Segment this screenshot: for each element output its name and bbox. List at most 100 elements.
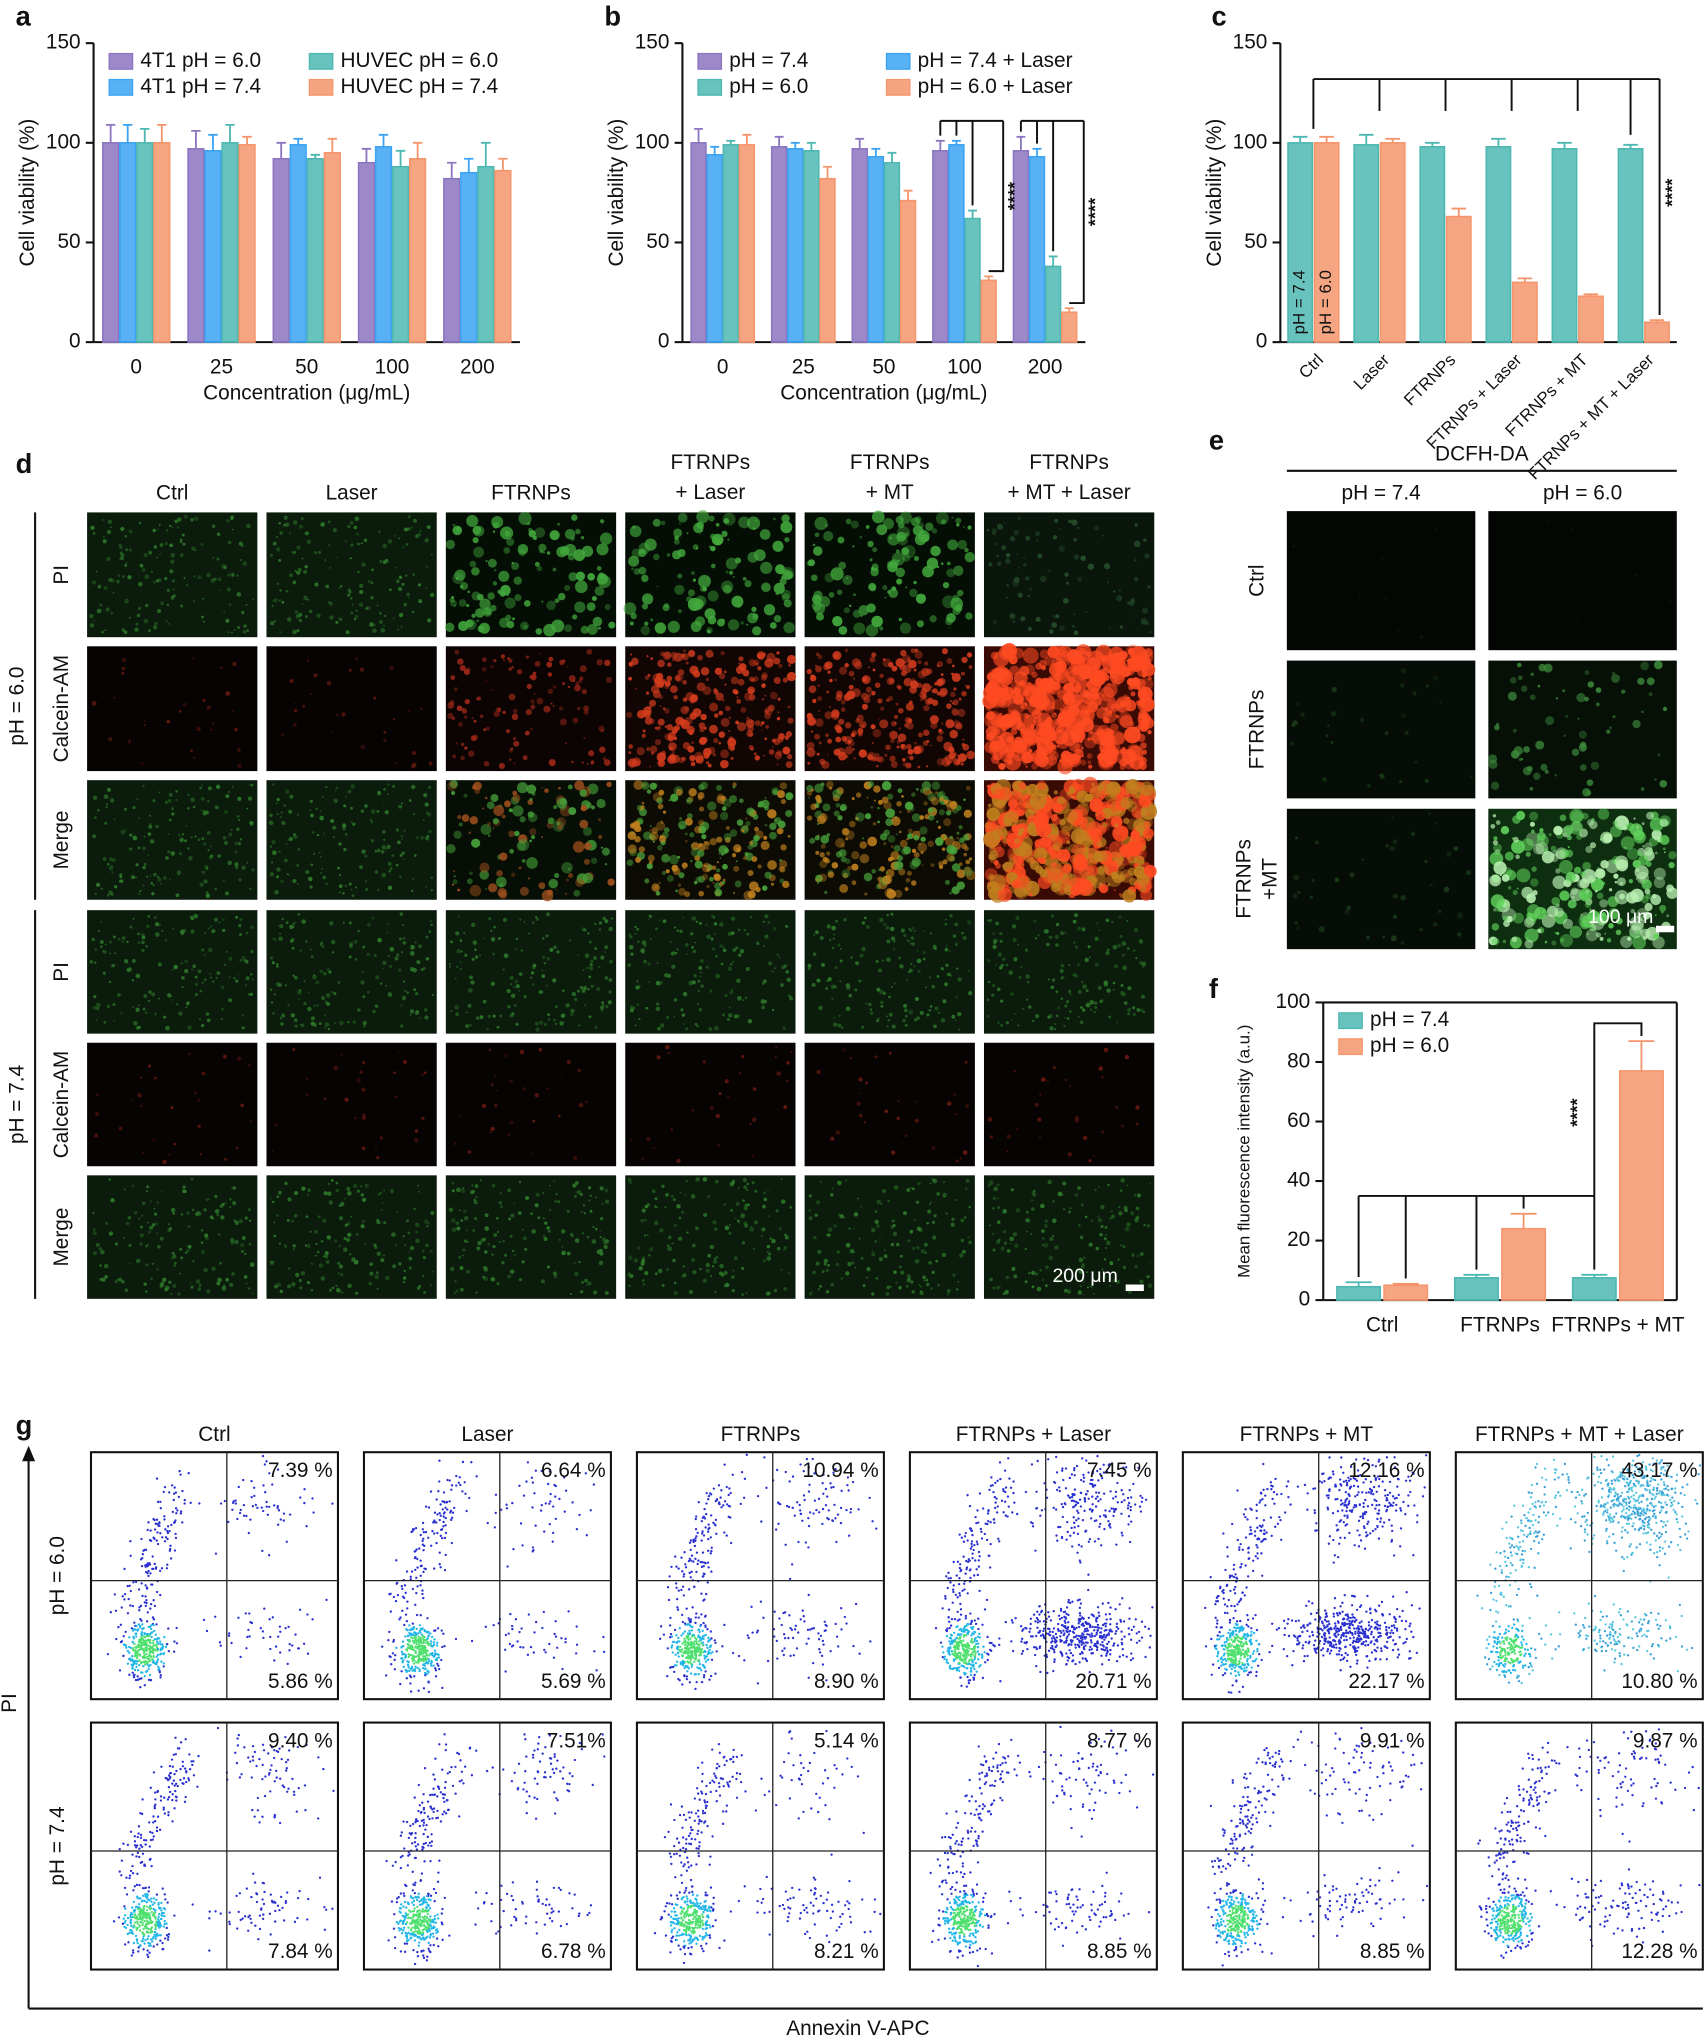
significance-bracket xyxy=(1593,1022,1643,1196)
cell-signal xyxy=(952,934,957,938)
cell-signal xyxy=(374,849,378,853)
arrow-head xyxy=(22,1445,36,1462)
cell-signal xyxy=(350,611,354,615)
cell-signal xyxy=(879,1000,884,1005)
cell-signal xyxy=(344,540,347,543)
cell-signal xyxy=(113,818,116,821)
cell-signal xyxy=(499,852,508,861)
micrograph-background xyxy=(87,780,258,900)
cell-signal xyxy=(867,836,878,847)
cell-signal xyxy=(672,951,675,954)
cell-signal xyxy=(562,659,566,663)
cell-signal xyxy=(882,658,892,668)
cell-signal xyxy=(128,739,131,742)
cell-signal xyxy=(324,559,327,562)
cell-signal xyxy=(228,976,231,979)
significance-bracket xyxy=(1069,120,1085,305)
cell-signal xyxy=(710,533,716,540)
error-bar xyxy=(1581,1273,1608,1278)
cell-signal xyxy=(131,959,136,963)
cell-signal xyxy=(831,997,834,1000)
cell-signal xyxy=(1037,934,1040,937)
cell-signal xyxy=(342,921,345,924)
cell-signal xyxy=(121,666,126,671)
micrograph-background xyxy=(445,910,617,1034)
cell-signal xyxy=(528,932,531,935)
cell-signal xyxy=(678,522,681,525)
cell-signal xyxy=(319,969,323,973)
cell-signal xyxy=(1049,856,1053,861)
cell-signal xyxy=(879,719,889,729)
cell-signal xyxy=(738,656,744,662)
cell-signal xyxy=(634,836,641,843)
cell-signal xyxy=(544,788,549,793)
legend-swatch xyxy=(697,78,723,96)
cell-signal xyxy=(702,686,712,695)
cell-signal xyxy=(101,630,104,634)
x-tick-label: FTRNPs + MT + Laser xyxy=(1524,350,1658,484)
cell-signal xyxy=(379,1136,383,1140)
cell-signal xyxy=(450,675,456,681)
cell-signal xyxy=(626,859,634,866)
cell-signal xyxy=(292,520,298,525)
cell-signal xyxy=(787,834,791,838)
cell-signal xyxy=(526,521,531,526)
cell-signal xyxy=(1052,1065,1056,1070)
cell-signal xyxy=(353,525,358,530)
cell-signal xyxy=(138,606,142,610)
cell-signal xyxy=(229,603,232,606)
cell-signal xyxy=(772,746,774,748)
cell-signal xyxy=(932,688,938,694)
micrograph xyxy=(87,646,258,772)
cell-signal xyxy=(429,920,432,923)
cell-signal xyxy=(279,932,282,935)
cell-signal xyxy=(635,985,640,990)
cell-signal xyxy=(448,963,451,965)
cell-signal xyxy=(893,860,904,871)
cell-signal xyxy=(664,973,669,978)
cell-signal xyxy=(344,1097,349,1102)
cell-signal xyxy=(473,546,485,558)
cell-signal xyxy=(733,844,742,853)
cell-signal xyxy=(897,535,908,546)
cell-signal xyxy=(199,786,202,790)
cell-signal xyxy=(376,604,379,607)
cell-signal xyxy=(1059,837,1066,844)
error-bar xyxy=(395,149,406,167)
cell-signal xyxy=(1033,685,1042,694)
cell-signal xyxy=(897,1100,900,1103)
cell-signal xyxy=(720,749,730,759)
cell-signal xyxy=(420,1073,424,1077)
cell-signal xyxy=(659,705,662,707)
cell-signal xyxy=(245,931,249,935)
cell-signal xyxy=(1119,869,1133,883)
cell-signal xyxy=(733,891,736,894)
cell-signal xyxy=(223,565,227,570)
cell-signal xyxy=(816,1070,821,1075)
cell-signal xyxy=(705,923,708,926)
cell-signal xyxy=(306,531,310,535)
cell-signal xyxy=(105,805,108,809)
cell-signal xyxy=(387,539,393,544)
cell-signal xyxy=(1005,963,1009,967)
cell-signal xyxy=(167,798,172,803)
cell-signal xyxy=(293,708,298,713)
cell-signal xyxy=(1119,843,1134,858)
cell-signal xyxy=(418,599,423,604)
cell-signal xyxy=(574,601,586,613)
cell-signal xyxy=(165,529,169,532)
cell-signal xyxy=(527,812,538,823)
cell-signal xyxy=(1013,1069,1017,1073)
cell-signal xyxy=(416,959,421,964)
cell-signal xyxy=(1080,759,1087,766)
cell-signal xyxy=(773,517,776,521)
cell-signal xyxy=(136,613,141,618)
cell-signal xyxy=(251,598,254,601)
cell-signal xyxy=(580,536,585,540)
cell-signal xyxy=(496,707,502,713)
cell-signal xyxy=(194,975,198,979)
cell-signal xyxy=(170,596,175,600)
cell-signal xyxy=(292,863,295,865)
cell-signal xyxy=(411,751,417,756)
cell-signal xyxy=(110,526,112,529)
